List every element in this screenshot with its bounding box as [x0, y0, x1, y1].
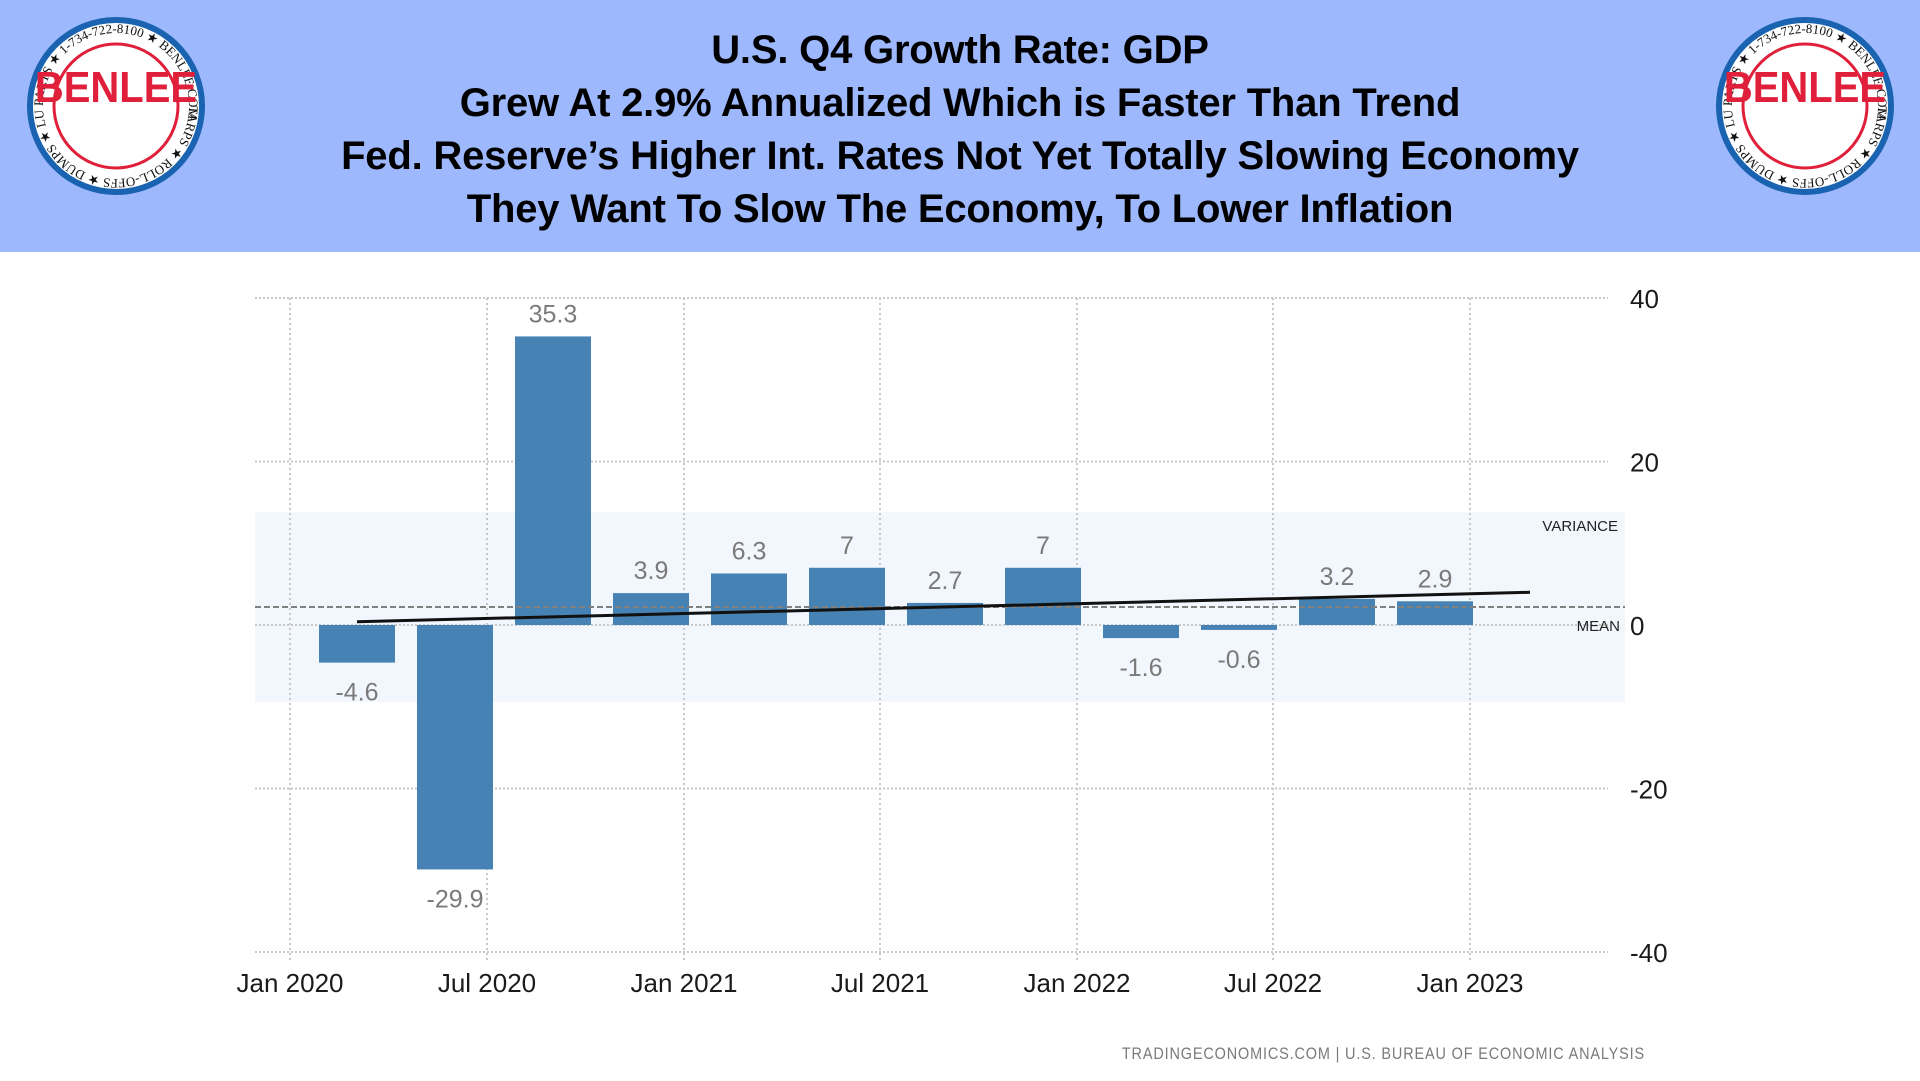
- bar: [515, 336, 591, 625]
- data-label: 2.7: [928, 567, 963, 595]
- mean-label: MEAN: [1577, 618, 1620, 635]
- bar: [1005, 567, 1081, 625]
- variance-label: VARIANCE: [1542, 518, 1618, 535]
- bar: [809, 567, 885, 625]
- y-tick-label: 20: [1630, 448, 1659, 478]
- x-tick-label: Jul 2021: [831, 968, 929, 998]
- bar: [711, 573, 787, 625]
- bar: [1201, 625, 1277, 630]
- x-tick-label: Jan 2022: [1024, 968, 1131, 998]
- header-banner: [0, 0, 1920, 252]
- benlee-logo-right: PARTS ★ 1-734-722-8100 ★ BENLEE.COM BENL…: [1715, 16, 1894, 195]
- chart-source: TRADINGECONOMICS.COM | U.S. BUREAU OF EC…: [1121, 1044, 1645, 1063]
- data-label: 3.9: [634, 557, 669, 585]
- bar: [1397, 601, 1473, 625]
- x-tick-label: Jan 2021: [631, 968, 738, 998]
- data-label: -4.6: [335, 679, 378, 707]
- title-line-1: U.S. Q4 Growth Rate: GDP: [711, 28, 1209, 72]
- data-label: 2.9: [1418, 565, 1453, 593]
- x-tick-label: Jan 2020: [237, 968, 344, 998]
- y-tick-label: 40: [1630, 284, 1659, 314]
- x-tick-label: Jul 2020: [438, 968, 536, 998]
- logo-brand-text-blue: BENLEE: [35, 62, 197, 111]
- data-label: 7: [1036, 532, 1050, 560]
- y-tick-label: -20: [1630, 775, 1668, 805]
- y-tick-label: -40: [1630, 938, 1668, 968]
- logo-brand-text-blue: BENLEE: [1724, 62, 1886, 111]
- gdp-bar-chart: 40 20 0 -20 -40 Jan 2020 Jul 2020 Jan 2021 Jul 2…: [237, 284, 1668, 998]
- bar: [613, 593, 689, 625]
- data-label: 35.3: [529, 300, 578, 328]
- data-label: 7: [840, 532, 854, 560]
- bar: [1299, 598, 1375, 625]
- data-label: -0.6: [1217, 646, 1260, 674]
- bar: [319, 625, 395, 663]
- y-tick-label: 0: [1630, 611, 1644, 641]
- bar: [1103, 625, 1179, 639]
- x-tick-label: Jan 2023: [1417, 968, 1524, 998]
- title-line-3: Fed. Reserve’s Higher Int. Rates Not Yet…: [341, 134, 1579, 178]
- data-label: -1.6: [1119, 654, 1162, 682]
- trend-line: [356, 590, 1531, 624]
- page-title: U.S. Q4 Growth Rate: GDP Grew At 2.9% An…: [240, 24, 1680, 236]
- title-line-2: Grew At 2.9% Annualized Which is Faster …: [459, 81, 1461, 125]
- data-label: 6.3: [732, 537, 767, 565]
- bar: [417, 625, 493, 870]
- data-label: 3.2: [1320, 563, 1355, 591]
- title-line-4: They Want To Slow The Economy, To Lower …: [466, 187, 1454, 231]
- logo-brand-text: BENLEE: [35, 62, 197, 111]
- benlee-logo-left: PARTS ★ 1-734-722-8100 ★ BENLEE.COM BENL…: [26, 16, 205, 195]
- logo-brand-text: BENLEE: [1724, 62, 1886, 111]
- data-label: -29.9: [427, 885, 484, 913]
- x-tick-label: Jul 2022: [1224, 968, 1322, 998]
